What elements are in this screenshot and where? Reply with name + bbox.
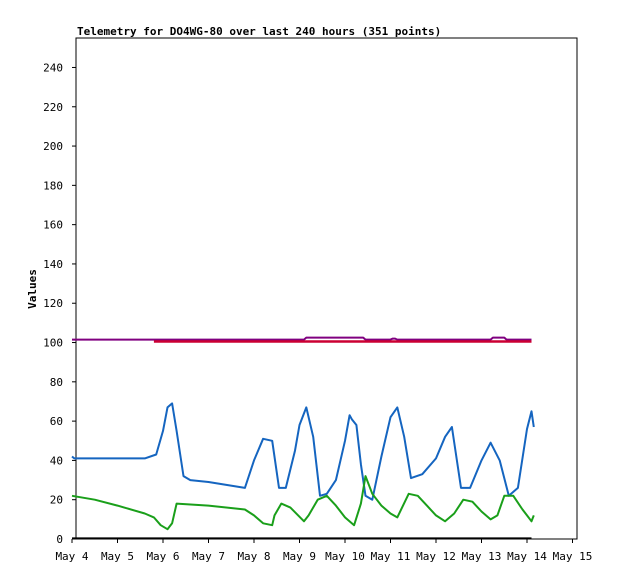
x-tick-label: May 14 <box>507 550 547 563</box>
y-tick-label: 160 <box>43 219 63 232</box>
x-axis-ticks: May 4 May 5 May 6 May 7 May 8 May 9 May 10 May … <box>55 539 592 563</box>
x-tick-label: May 15 <box>553 550 593 563</box>
x-tick-label: May 7 <box>192 550 225 563</box>
series-line-5 <box>71 475 535 531</box>
y-tick-label: 180 <box>43 179 63 192</box>
series-lines <box>71 336 535 540</box>
plot-area-frame <box>75 37 578 540</box>
y-axis-ticks: 0 20 40 60 80 100 120 140 160 180 200 220 240 <box>43 61 76 546</box>
y-tick-label: 140 <box>43 258 63 271</box>
x-tick-label: May 12 <box>416 550 456 563</box>
x-tick-label: May 10 <box>325 550 365 563</box>
x-tick-label: May 5 <box>101 550 134 563</box>
x-tick-label: May 9 <box>283 550 316 563</box>
x-tick-label: May 4 <box>55 550 88 563</box>
x-tick-label: May 11 <box>371 550 411 563</box>
y-tick-label: 120 <box>43 297 63 310</box>
y-tick-label: 60 <box>50 415 63 428</box>
y-tick-label: 80 <box>50 376 63 389</box>
series-line-2 <box>72 336 532 341</box>
y-tick-label: 20 <box>50 494 63 507</box>
y-tick-label: 220 <box>43 101 63 114</box>
x-tick-label: May 6 <box>146 550 179 563</box>
x-tick-label: May 8 <box>237 550 270 563</box>
y-tick-label: 100 <box>43 337 63 350</box>
y-tick-label: 200 <box>43 140 63 153</box>
y-tick-label: 40 <box>50 454 63 467</box>
series-line-4 <box>71 402 535 501</box>
y-tick-label: 240 <box>43 61 63 74</box>
y-axis-label: Values <box>26 269 39 309</box>
y-tick-label: 0 <box>56 533 63 546</box>
x-tick-label: May 13 <box>462 550 502 563</box>
chart-title: Telemetry for DO4WG-80 over last 240 hou… <box>77 25 441 38</box>
